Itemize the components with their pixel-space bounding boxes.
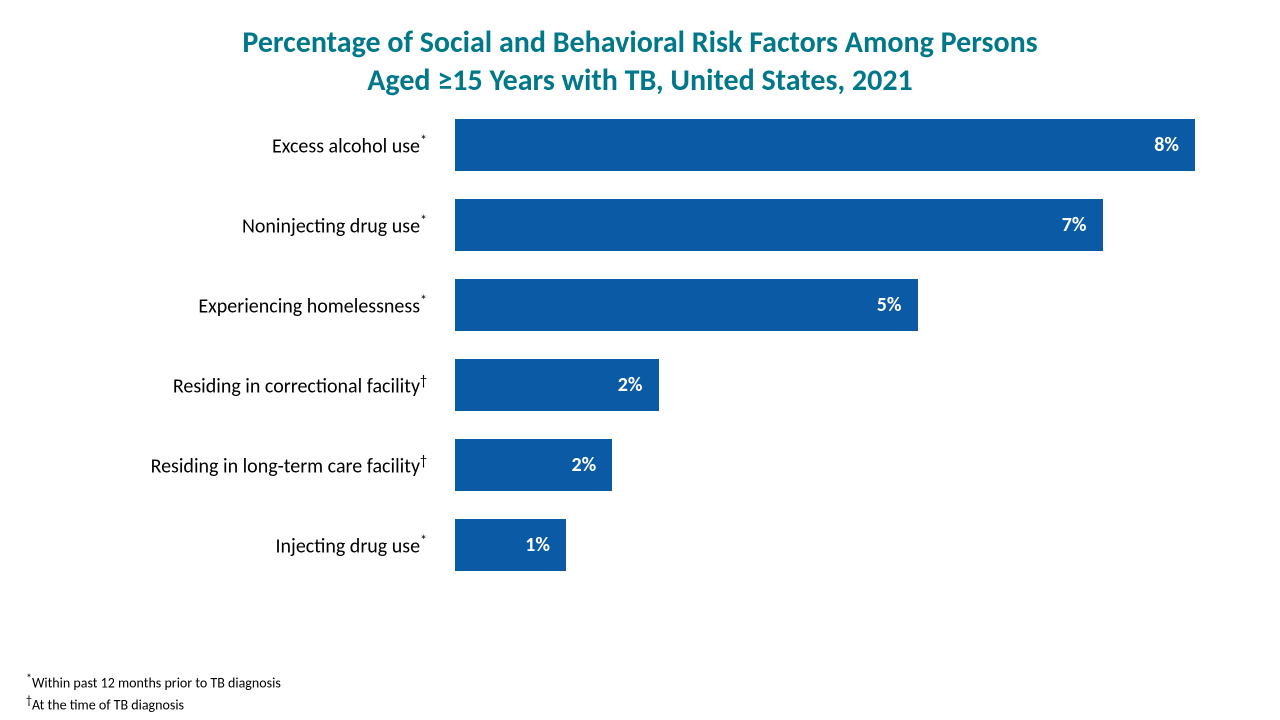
bar-area: 1% [455, 519, 1220, 571]
bar-value-label: 8% [1154, 133, 1179, 157]
category-label-text: Experiencing homelessness [198, 294, 420, 318]
category-label-text: Excess alcohol use [272, 134, 420, 158]
category-label: Residing in long-term care facility† [60, 452, 455, 479]
bar-area: 8% [455, 119, 1220, 171]
bar-value-label: 2% [572, 453, 597, 477]
bar-value-label: 1% [525, 533, 550, 557]
category-label-sup: † [420, 452, 427, 469]
bar-area: 2% [455, 359, 1220, 411]
bar-area: 5% [455, 279, 1220, 331]
category-label: Experiencing homelessness* [60, 292, 455, 319]
footnote-text: At the time of TB diagnosis [32, 697, 184, 714]
category-label: Noninjecting drug use* [60, 212, 455, 239]
chart-title-line1: Percentage of Social and Behavioral Risk… [242, 24, 1037, 61]
category-label-text: Residing in correctional facility [173, 374, 420, 398]
chart-row: Excess alcohol use* 8% [60, 119, 1220, 171]
chart-title: Percentage of Social and Behavioral Risk… [90, 24, 1190, 99]
category-label-text: Residing in long-term care facility [151, 454, 420, 478]
category-label: Injecting drug use* [60, 532, 455, 559]
category-label-text: Injecting drug use [275, 534, 420, 558]
chart-row: Residing in long-term care facility† 2% [60, 439, 1220, 491]
chart-row: Injecting drug use* 1% [60, 519, 1220, 571]
bar-value-label: 2% [618, 373, 643, 397]
chart-title-line2: Aged ≥15 Years with TB, United States, 2… [367, 62, 913, 99]
bar: 5% [455, 279, 918, 331]
bar: 2% [455, 359, 659, 411]
chart-row: Residing in correctional facility† 2% [60, 359, 1220, 411]
bar: 1% [455, 519, 566, 571]
bar: 2% [455, 439, 612, 491]
chart-row: Experiencing homelessness* 5% [60, 279, 1220, 331]
bar-chart: Excess alcohol use*8%Noninjecting drug u… [60, 119, 1220, 571]
footnotes: *Within past 12 months prior to TB diagn… [26, 671, 281, 716]
category-label-text: Noninjecting drug use [242, 214, 420, 238]
bar-value-label: 5% [877, 293, 902, 317]
category-label: Excess alcohol use* [60, 132, 455, 159]
category-label-sup: * [420, 212, 427, 229]
category-label-sup: * [420, 132, 427, 149]
footnote-text: Within past 12 months prior to TB diagno… [32, 675, 281, 692]
bar: 8% [455, 119, 1195, 171]
bar-value-label: 7% [1062, 213, 1087, 237]
bar-area: 7% [455, 199, 1220, 251]
bar: 7% [455, 199, 1103, 251]
category-label-sup: * [420, 292, 427, 309]
footnote-line: †At the time of TB diagnosis [26, 693, 281, 716]
category-label-sup: * [420, 532, 427, 549]
chart-row: Noninjecting drug use* 7% [60, 199, 1220, 251]
category-label-sup: † [420, 372, 427, 389]
category-label: Residing in correctional facility† [60, 372, 455, 399]
bar-area: 2% [455, 439, 1220, 491]
footnote-line: *Within past 12 months prior to TB diagn… [26, 671, 281, 694]
